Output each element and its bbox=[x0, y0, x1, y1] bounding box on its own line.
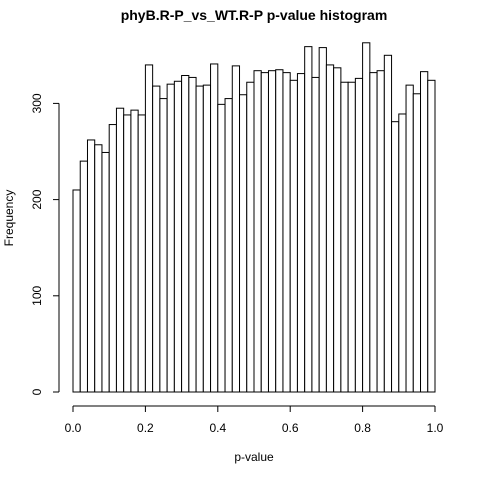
histogram-bar bbox=[362, 42, 371, 393]
x-tick-label: 0.8 bbox=[354, 421, 371, 435]
histogram-bar bbox=[412, 93, 422, 393]
y-axis: 0 100 200 300 bbox=[30, 93, 60, 395]
histogram-bar bbox=[275, 69, 284, 393]
histogram-bar bbox=[231, 65, 241, 393]
histogram-bar bbox=[72, 189, 81, 393]
histogram-bar bbox=[376, 70, 385, 393]
histogram-bar bbox=[210, 63, 219, 393]
histogram-bar bbox=[188, 76, 197, 393]
x-axis-label: p-value bbox=[234, 450, 274, 464]
histogram-bar bbox=[195, 85, 204, 393]
histogram-bar bbox=[94, 144, 103, 393]
x-tick-label: 0.2 bbox=[137, 421, 154, 435]
chart-title: phyB.R-P_vs_WT.R-P p-value histogram bbox=[121, 7, 388, 23]
histogram-bar bbox=[304, 46, 313, 393]
histogram-bar bbox=[318, 47, 327, 393]
histogram-bar bbox=[398, 113, 407, 393]
y-tick-label: 200 bbox=[30, 189, 44, 209]
histogram-bar bbox=[152, 85, 161, 393]
x-tick-label: 1.0 bbox=[427, 421, 444, 435]
histogram-bar bbox=[86, 139, 96, 393]
histogram-bar bbox=[405, 84, 414, 393]
histogram-bar bbox=[166, 83, 175, 393]
y-tick-label: 100 bbox=[30, 285, 44, 305]
histogram-bar bbox=[181, 75, 190, 393]
histogram-bar bbox=[369, 72, 378, 393]
histogram-bar bbox=[340, 81, 349, 393]
histogram-bar bbox=[267, 70, 277, 393]
histogram-bar bbox=[246, 81, 255, 393]
histogram-bar bbox=[260, 72, 269, 393]
histogram-bar bbox=[253, 70, 262, 393]
histogram-bar bbox=[282, 72, 291, 393]
histogram-bar bbox=[217, 103, 226, 393]
y-tick-label: 0 bbox=[30, 388, 44, 395]
histogram-bar bbox=[347, 81, 356, 393]
histogram-bar bbox=[383, 54, 393, 393]
x-tick-label: 0.4 bbox=[209, 421, 226, 435]
histogram-bar bbox=[311, 76, 320, 393]
y-axis-label: Frequency bbox=[2, 190, 16, 247]
histogram-bar bbox=[123, 114, 132, 393]
histogram-bar bbox=[130, 109, 139, 393]
x-tick-label: 0.6 bbox=[282, 421, 299, 435]
histogram-bar bbox=[333, 67, 342, 393]
histogram-bar bbox=[202, 84, 212, 393]
histogram-bar bbox=[173, 80, 183, 393]
bars-group bbox=[72, 42, 436, 393]
histogram-bar bbox=[108, 124, 117, 393]
histogram-bar bbox=[420, 71, 429, 393]
histogram-bar bbox=[79, 160, 88, 393]
histogram-bar bbox=[137, 114, 146, 393]
histogram-bar bbox=[144, 64, 154, 393]
histogram-bar bbox=[224, 98, 233, 393]
histogram-bar bbox=[427, 79, 436, 393]
histogram-bar bbox=[101, 151, 110, 393]
histogram-bar bbox=[239, 94, 248, 393]
histogram-bar bbox=[159, 98, 168, 393]
x-tick-label: 0.0 bbox=[65, 421, 82, 435]
histogram-bar bbox=[296, 73, 306, 393]
histogram-bar bbox=[325, 64, 335, 393]
y-tick-label: 300 bbox=[30, 93, 44, 113]
histogram-bar bbox=[115, 107, 125, 393]
histogram-bar bbox=[354, 77, 364, 393]
x-axis: 0.0 0.2 0.4 0.6 0.8 1.0 bbox=[65, 405, 444, 435]
histogram-bar bbox=[391, 121, 400, 393]
histogram-bar bbox=[289, 79, 298, 393]
